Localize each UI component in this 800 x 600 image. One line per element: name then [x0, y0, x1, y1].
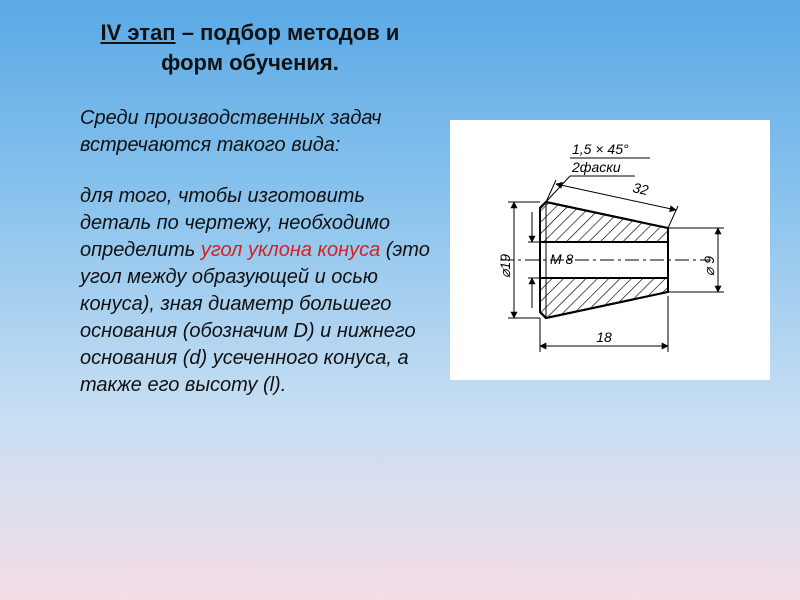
- para2-highlight: угол уклона конуса: [201, 239, 380, 261]
- heading-rest: – подбор методов и форм обучения.: [161, 20, 399, 75]
- paragraph-1: Среди производственных задач встречаются…: [80, 105, 430, 159]
- paragraph-2: для того, чтобы изготовить деталь по чер…: [80, 183, 430, 399]
- label-slant: 32: [631, 179, 650, 198]
- body-column: Среди производственных задач встречаются…: [80, 105, 430, 399]
- label-diameter-left: ⌀19: [497, 254, 513, 278]
- label-chamfer-2: 2фаски: [571, 159, 621, 175]
- heading: IV этап – подбор методов и форм обучения…: [80, 18, 420, 77]
- heading-stage: IV этап: [101, 20, 176, 45]
- drawing-svg: 1,5 × 45° 2фаски 32 ⌀19: [450, 120, 770, 380]
- label-thread: М 8: [550, 251, 574, 267]
- technical-drawing: 1,5 × 45° 2фаски 32 ⌀19: [450, 120, 770, 380]
- para2-part-b: (это угол между образующей и осью конуса…: [80, 239, 430, 396]
- label-length: 18: [596, 329, 612, 345]
- slide: IV этап – подбор методов и форм обучения…: [0, 0, 800, 600]
- label-diameter-right: ⌀ 9: [701, 256, 717, 276]
- label-chamfer-1: 1,5 × 45°: [572, 141, 629, 157]
